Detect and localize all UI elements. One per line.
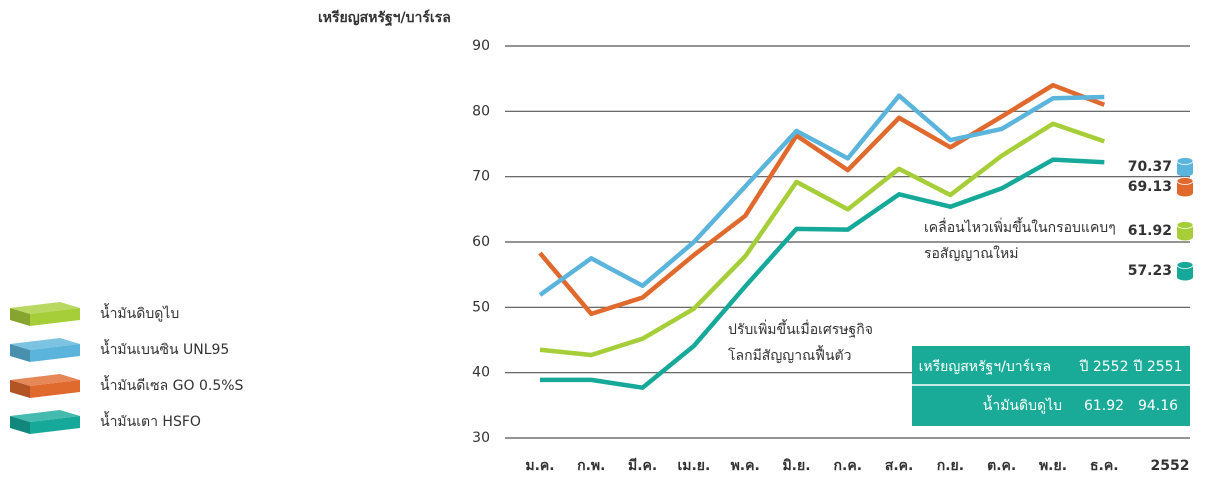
x-tick-label: ก.ย.	[937, 458, 964, 474]
cylinder-bottom	[1177, 169, 1193, 177]
x-tick-label: พ.ย.	[1039, 458, 1067, 474]
table-header: ปี 2551	[1133, 359, 1182, 375]
legend-label: น้ำมันเตา HSFO	[100, 411, 201, 430]
series-line	[538, 93, 1105, 297]
legend-top	[10, 374, 80, 386]
average-label: 57.23	[1128, 263, 1172, 279]
series-line	[539, 121, 1106, 358]
x-tick-label: ก.พ.	[577, 458, 605, 474]
x-tick-label: มิ.ย.	[782, 458, 810, 474]
x-tick-label: พ.ค.	[731, 458, 760, 474]
table-header: เหรียญสหรัฐฯ/บาร์เรล	[919, 358, 1051, 375]
cylinder-bottom	[1177, 273, 1193, 281]
legend-front	[10, 380, 30, 398]
y-tick-label: 40	[472, 365, 490, 381]
legend-front	[10, 308, 30, 326]
x-tick-label: มี.ค.	[628, 458, 657, 474]
legend-top	[10, 410, 80, 422]
table-bg	[912, 346, 1190, 426]
legend-front	[10, 416, 30, 434]
series-line	[540, 157, 1105, 390]
year-label: 2552	[1151, 458, 1190, 474]
series-line	[538, 82, 1106, 317]
x-tick-label: ม.ค.	[525, 458, 554, 474]
cylinder-bottom	[1177, 233, 1193, 241]
y-tick-label: 60	[472, 234, 490, 250]
legend-label: น้ำมันดีเซล GO 0.5%S	[100, 375, 244, 394]
annotation: รอสัญญาณใหม่	[924, 245, 1018, 262]
x-tick-label: ต.ค.	[987, 458, 1016, 474]
legend-side	[30, 416, 80, 434]
y-tick-label: 50	[472, 299, 490, 315]
y-tick-label: 30	[472, 430, 490, 446]
annotation: เคลื่อนไหวเพิ่มขึ้นในกรอบแคบๆ	[924, 217, 1116, 236]
table-cell: 61.92	[1084, 398, 1124, 414]
annotation: โลกมีสัญญาณฟื้นตัว	[728, 345, 852, 364]
cylinder-top	[1176, 177, 1194, 185]
y-tick-label: 70	[472, 169, 490, 185]
cylinder-top	[1176, 261, 1194, 269]
y-tick-label: 80	[472, 103, 490, 119]
legend-side	[30, 308, 80, 326]
average-label: 70.37	[1128, 159, 1172, 175]
average-label: 69.13	[1128, 179, 1172, 195]
x-tick-label: ก.ค.	[834, 458, 862, 474]
x-tick-label: ธ.ค.	[1090, 458, 1119, 474]
legend-label: น้ำมันเบนซิน UNL95	[100, 339, 229, 358]
table-cell: 94.16	[1138, 398, 1178, 414]
cylinder-top	[1176, 157, 1194, 165]
legend-label: น้ำมันดิบดูไบ	[100, 303, 179, 322]
table-header: ปี 2552	[1079, 359, 1128, 375]
annotation: ปรับเพิ่มขึ้นเมื่อเศรษฐกิจ	[728, 319, 873, 338]
y-tick-label: 90	[472, 38, 490, 54]
x-tick-label: ส.ค.	[885, 458, 914, 474]
legend-side	[30, 380, 80, 398]
x-tick-label: เม.ย.	[677, 458, 710, 474]
cylinder-top	[1176, 221, 1194, 229]
table-cell: น้ำมันดิบดูไบ	[983, 395, 1062, 414]
legend-top	[10, 302, 80, 314]
legend-front	[10, 344, 30, 362]
legend-top	[10, 338, 80, 350]
average-label: 61.92	[1128, 223, 1172, 239]
legend-side	[30, 344, 80, 362]
cylinder-bottom	[1177, 189, 1193, 197]
y-axis-label: เหรียญสหรัฐฯ/บาร์เรล	[318, 9, 451, 27]
